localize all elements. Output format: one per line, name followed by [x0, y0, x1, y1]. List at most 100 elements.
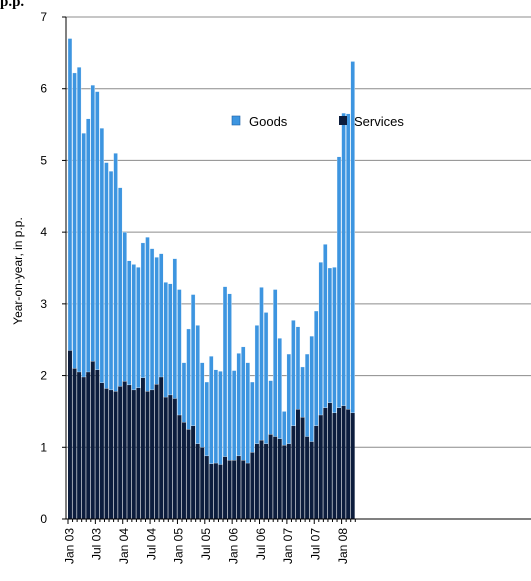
bar-services — [186, 429, 191, 519]
bar-goods — [314, 310, 319, 426]
bar-goods — [282, 411, 287, 446]
bar-services — [68, 350, 72, 519]
bar-goods — [241, 346, 246, 461]
bar-services — [241, 460, 246, 519]
bar-services — [109, 389, 113, 519]
bar-services — [204, 455, 209, 519]
bar-services — [150, 389, 155, 519]
legend-swatch-goods — [231, 115, 241, 126]
bar-services — [337, 407, 341, 519]
bar-services — [277, 438, 282, 519]
bar-goods — [190, 294, 196, 426]
bar-goods — [318, 262, 323, 416]
bar-services — [309, 441, 314, 519]
x-tick-label: Jan 07 — [281, 528, 295, 564]
y-tick-label: 5 — [40, 153, 47, 167]
bar-goods — [90, 84, 95, 362]
y-tick-label: 7 — [40, 10, 47, 24]
bar-services — [323, 407, 328, 519]
bar-services — [140, 377, 145, 519]
bar-goods — [332, 267, 337, 414]
bar-goods — [113, 153, 118, 392]
bar-goods — [204, 381, 209, 457]
bar-goods — [86, 118, 91, 373]
legend-swatch-services — [339, 116, 347, 125]
bar-goods — [159, 253, 164, 378]
y-tick-label: 4 — [40, 225, 47, 239]
bar-goods — [286, 353, 291, 444]
bar-goods — [304, 353, 310, 437]
bar-services — [86, 371, 91, 519]
legend-label-services: Services — [354, 114, 404, 129]
bar-services — [350, 412, 355, 519]
bar-services — [127, 384, 132, 519]
bar-goods — [268, 380, 273, 435]
bar-goods — [346, 113, 351, 410]
bar-goods — [72, 72, 77, 369]
bar-goods — [140, 242, 146, 378]
bar-goods — [259, 287, 264, 441]
bar-goods — [136, 267, 141, 388]
bar-goods — [99, 128, 105, 383]
bar-goods — [104, 162, 109, 389]
x-tick-label: Jul 05 — [199, 528, 213, 560]
bar-services — [163, 397, 168, 519]
bar-services — [332, 412, 337, 519]
bar-services — [232, 460, 237, 519]
bar-services — [168, 394, 173, 519]
x-tick-label: Jan 05 — [172, 528, 186, 564]
bar-services — [90, 361, 95, 519]
bar-services — [95, 369, 100, 519]
bar-services — [300, 417, 305, 519]
bar-goods — [195, 325, 200, 444]
bar-goods — [181, 362, 187, 423]
x-tick-label: Jan 08 — [336, 528, 350, 564]
y-tick-label: 1 — [40, 440, 47, 454]
bar-goods — [177, 289, 182, 416]
bar-services — [122, 381, 127, 519]
legend: Goods Services — [231, 114, 404, 129]
bar-goods — [263, 312, 269, 444]
legend-label-goods: Goods — [249, 114, 288, 129]
bar-services — [236, 455, 241, 519]
bar-services — [77, 371, 82, 519]
bar-services — [291, 425, 296, 519]
bar-goods — [336, 156, 342, 408]
bar-services — [305, 436, 310, 519]
bars — [67, 38, 355, 519]
bar-services — [245, 463, 250, 519]
bar-goods — [250, 381, 255, 453]
bar-goods — [300, 366, 305, 418]
bar-services — [254, 443, 259, 519]
y-ticks: 0 1 2 3 4 5 6 7 — [40, 10, 66, 526]
bar-goods — [309, 335, 314, 442]
bar-goods — [213, 369, 219, 464]
bar-services — [341, 405, 346, 519]
bar-goods — [95, 91, 100, 370]
y-tick-label: 0 — [40, 512, 47, 526]
bar-goods — [350, 61, 355, 414]
bar-goods — [127, 260, 132, 386]
bar-goods — [186, 328, 191, 430]
x-tick-label: Jan 03 — [62, 528, 76, 564]
bar-goods — [218, 371, 223, 465]
x-tick-label: Jul 03 — [90, 528, 104, 560]
y-axis-title: Year-on-year, in p.p. — [11, 217, 25, 325]
bar-goods — [122, 231, 127, 382]
bar-goods — [245, 362, 250, 464]
bar-services — [182, 422, 186, 519]
bar-services — [318, 415, 323, 519]
bar-goods — [154, 257, 159, 385]
x-tick-label: Jul 07 — [309, 528, 323, 560]
bar-goods — [145, 237, 150, 392]
bar-services — [159, 377, 164, 519]
bar-goods — [76, 67, 82, 373]
bar-goods — [277, 338, 282, 439]
bar-goods — [327, 267, 333, 403]
bar-services — [273, 436, 278, 519]
bar-goods — [81, 133, 86, 378]
bar-goods — [227, 293, 232, 461]
bar-services — [218, 464, 223, 519]
bar-services — [154, 384, 159, 519]
